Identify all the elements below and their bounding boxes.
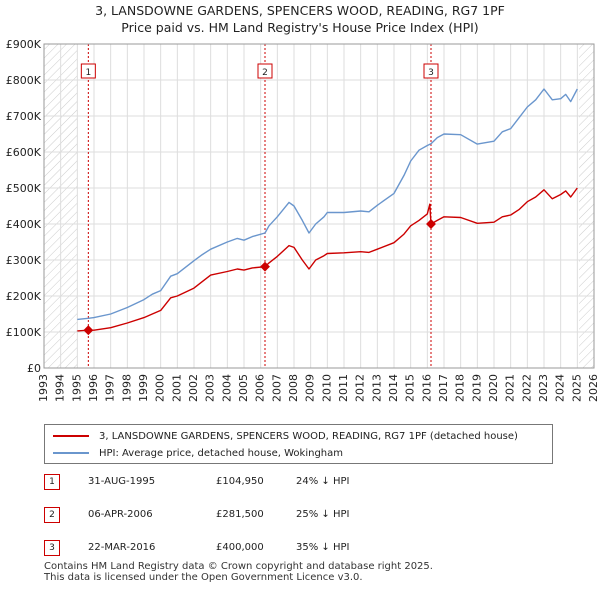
x-tick-label: 2004 [220,374,233,402]
y-tick-label: £600K [6,146,42,159]
x-tick-label: 2019 [470,374,483,402]
sale-label-box [423,63,439,79]
x-tick-label: 2024 [554,374,567,402]
hatched-regions [44,44,594,368]
x-tick-label: 2010 [320,374,333,402]
grid [43,43,595,369]
x-tick-label: 2021 [504,374,517,402]
transaction-date: 22-MAR-2016 [88,542,156,553]
y-tick-label: £0 [27,362,41,375]
sale-label-text: 1 [85,68,91,78]
x-tick-label: 2015 [404,374,417,402]
x-tick-label: 2026 [587,374,600,402]
y-tick-label: £100K [6,326,42,339]
footer-line-1: Contains HM Land Registry data © Crown c… [44,561,433,572]
transaction-date: 06-APR-2006 [88,509,153,520]
y-tick-label: £800K [6,74,42,87]
x-tick-label: 1995 [70,374,83,402]
transaction-date: 31-AUG-1995 [88,476,156,487]
x-tick-label: 2005 [237,374,250,402]
sale-label-text: 2 [262,68,268,78]
y-tick-label: £200K [6,290,42,303]
x-tick-label: 1996 [87,374,100,402]
x-tick-label: 2022 [520,374,533,402]
sale-vlines [87,44,432,368]
x-tick-label: 2020 [487,374,500,402]
legend-item-property: 3, LANSDOWNE GARDENS, SPENCERS WOOD, REA… [53,428,518,444]
x-tick-label: 2025 [570,374,583,402]
x-tick-label: 2016 [420,374,433,402]
legend-item-hpi: HPI: Average price, detached house, Woki… [53,445,343,461]
y-tick-labels: £0 £100K £200K £300K £400K £500K £600K £700K £80… [6,38,42,375]
series [77,88,578,332]
sale-point-marker [426,219,436,229]
x-tick-label: 2007 [270,374,283,402]
transaction-price: £400,000 [216,542,264,553]
x-tick-label: 2023 [537,374,550,402]
y-tick-label: £700K [6,110,42,123]
y-tick-label: £300K [6,254,42,267]
x-tick-label: 1998 [120,374,133,402]
transaction-hpi: 25% ↓ HPI [296,509,350,520]
transaction-number: 3 [44,540,60,556]
hatched-region [579,44,594,368]
sale-label-text: 3 [428,68,434,78]
x-tick-label: 2000 [154,374,167,402]
x-tick-label: 2018 [454,374,467,402]
x-tick-label: 2014 [387,374,400,402]
x-tick-labels: 1993 1994 1995 1996 1997 1998 1999 2000 2001 2002… [37,374,600,402]
x-tick-label: 2012 [354,374,367,402]
property-price-line [77,187,578,332]
transaction-number: 2 [44,507,60,523]
hpi-line [77,88,578,321]
title-line-2: Price paid vs. HM Land Registry's House … [121,20,479,35]
x-tick-label: 1997 [104,374,117,402]
transaction-number: 1 [44,474,60,490]
x-tick-label: 2002 [187,374,200,402]
sale-point-marker [83,325,94,336]
transaction-hpi: 24% ↓ HPI [296,476,350,487]
x-tick-label: 2011 [337,374,350,402]
price-chart: 1 2 3 £0 £100K £200K £300K £400K £500K £600K £700… [6,38,600,402]
x-tick-label: 2009 [304,374,317,402]
transaction-hpi: 35% ↓ HPI [296,542,350,553]
transaction-price: £104,950 [216,476,264,487]
x-tick-label: 1993 [37,374,50,402]
x-tick-label: 2006 [254,374,267,402]
y-tick-label: £400K [6,218,42,231]
legend-swatch-property [53,435,89,437]
transaction-price: £281,500 [216,509,264,520]
y-tick-label: £900K [6,38,42,51]
legend-label-property: 3, LANSDOWNE GARDENS, SPENCERS WOOD, REA… [99,430,518,442]
sale-point-marker [260,261,270,272]
x-tick-label: 2003 [204,374,217,402]
legend-label-hpi: HPI: Average price, detached house, Woki… [99,447,343,459]
sale-label-box [257,63,273,79]
legend: 3, LANSDOWNE GARDENS, SPENCERS WOOD, REA… [44,424,553,464]
x-tick-label: 1994 [54,374,67,402]
x-tick-label: 2001 [170,374,183,402]
chart-title: 3, LANSDOWNE GARDENS, SPENCERS WOOD, REA… [0,2,600,36]
legend-swatch-hpi [53,452,89,454]
transaction-row: 3 22-MAR-2016 £400,000 35% ↓ HPI [44,540,444,558]
x-tick-label: 2017 [437,374,450,402]
y-tick-label: £500K [6,182,42,195]
footer-line-2: This data is licensed under the Open Gov… [44,572,363,583]
x-tick-label: 2013 [370,374,383,402]
x-tick-label: 1999 [137,374,150,402]
sale-label-box [80,63,96,79]
title-line-1: 3, LANSDOWNE GARDENS, SPENCERS WOOD, REA… [95,3,505,18]
transaction-row: 2 06-APR-2006 £281,500 25% ↓ HPI [44,507,444,525]
x-tick-label: 2008 [287,374,300,402]
sale-markers: 1 2 3 [80,63,439,336]
footer: Contains HM Land Registry data © Crown c… [44,561,433,583]
transaction-row: 1 31-AUG-1995 £104,950 24% ↓ HPI [44,474,444,492]
plot-border [43,43,595,369]
